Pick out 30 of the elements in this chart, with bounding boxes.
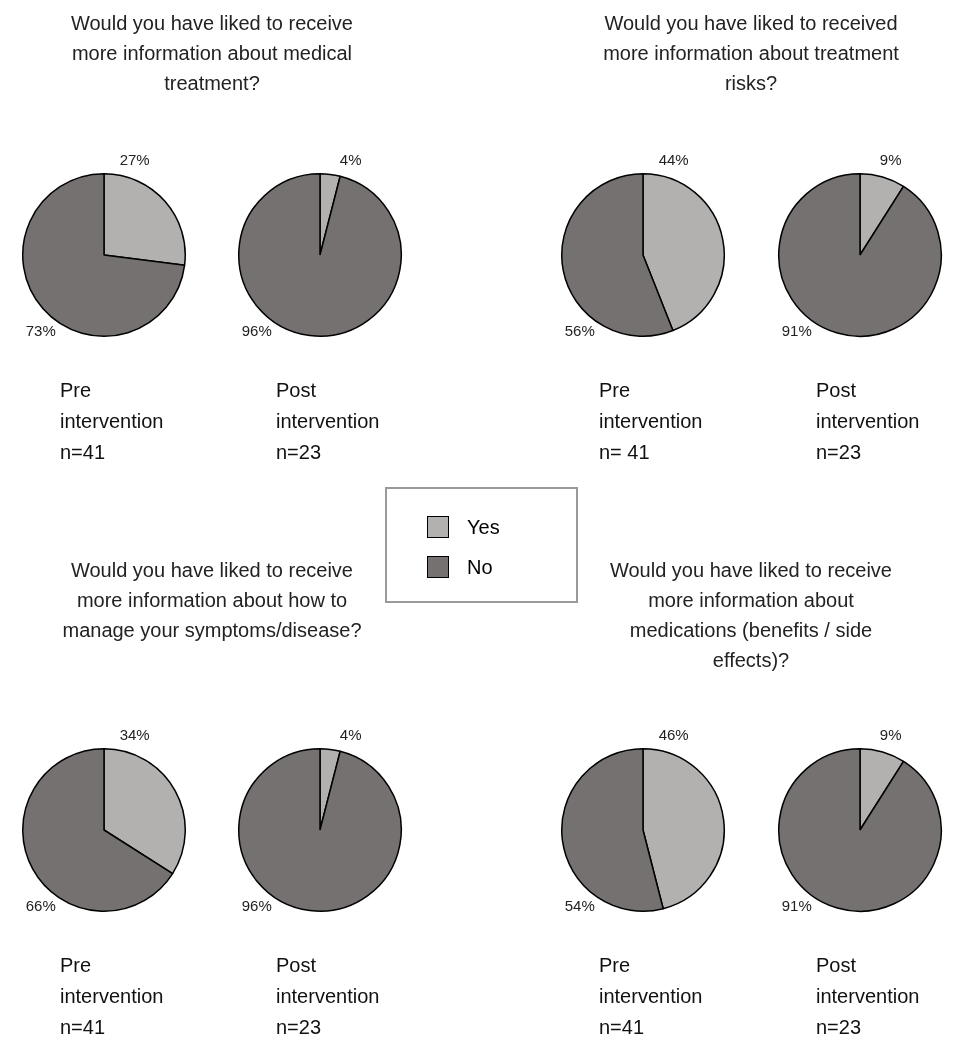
- data-label: 96%: [241, 896, 272, 914]
- data-label: 44%: [658, 150, 689, 168]
- chart-title: Would you have liked to receive more information about how to manage your symptoms/disease?: [62, 558, 362, 643]
- text: Post intervention n=23: [816, 378, 920, 465]
- chart-title: Would you have liked to receive more information about medications (benefits / side effects)?: [609, 558, 893, 673]
- chart-title: Would you have liked to receive more information about medical treatment?: [70, 11, 354, 96]
- data-label: 9%: [879, 725, 902, 743]
- text: Post intervention n=23: [276, 953, 380, 1040]
- data-label: 27%: [119, 150, 150, 168]
- data-label: 54%: [564, 896, 595, 914]
- data-label: 66%: [25, 896, 56, 914]
- data-label: 73%: [25, 321, 56, 339]
- data-label: 96%: [241, 321, 272, 339]
- text: Pre intervention n=41: [60, 953, 164, 1040]
- text: Post intervention n=23: [276, 378, 380, 465]
- data-label: 91%: [781, 896, 812, 914]
- data-label: 56%: [564, 321, 595, 339]
- data-label: 9%: [879, 150, 902, 168]
- legend-label: Yes: [467, 515, 500, 539]
- data-label: 4%: [339, 150, 362, 168]
- data-label: 46%: [658, 725, 689, 743]
- data-label: 4%: [339, 725, 362, 743]
- data-label: 34%: [119, 725, 150, 743]
- text: Post intervention n=23: [816, 953, 920, 1040]
- data-label: 91%: [781, 321, 812, 339]
- text: Pre intervention n=41: [599, 953, 703, 1040]
- chart-title: Would you have liked to received more information about treatment risks?: [602, 11, 900, 96]
- text: Pre intervention n=41: [60, 378, 164, 465]
- text: Pre intervention n= 41: [599, 378, 703, 465]
- legend-label: No: [467, 555, 493, 579]
